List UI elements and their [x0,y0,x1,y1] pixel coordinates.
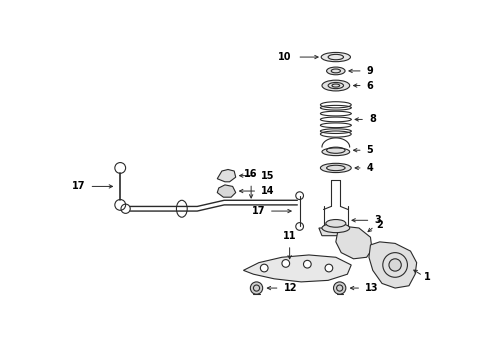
Polygon shape [217,185,236,197]
Polygon shape [217,170,236,182]
Ellipse shape [326,220,346,227]
Text: 1: 1 [424,272,431,282]
Polygon shape [244,255,351,282]
Text: 15: 15 [261,171,274,181]
Circle shape [389,259,401,271]
Ellipse shape [322,223,350,233]
Text: 16: 16 [245,169,258,179]
Ellipse shape [326,67,345,75]
Circle shape [260,264,268,272]
Ellipse shape [320,163,351,172]
Text: 11: 11 [283,231,296,241]
Text: 17: 17 [72,181,86,192]
Text: 4: 4 [367,163,373,173]
Text: 17: 17 [251,206,265,216]
Text: 3: 3 [374,215,381,225]
Ellipse shape [321,53,350,62]
Text: 9: 9 [367,66,373,76]
Circle shape [334,282,346,294]
Polygon shape [336,226,372,259]
Circle shape [282,260,290,267]
Text: 2: 2 [377,220,383,230]
Text: 5: 5 [367,145,373,155]
Text: 8: 8 [369,114,376,125]
Text: 14: 14 [261,186,274,196]
Text: 12: 12 [283,283,297,293]
Circle shape [325,264,333,272]
Polygon shape [369,242,416,288]
Polygon shape [319,228,353,236]
Circle shape [303,260,311,268]
Text: 10: 10 [278,52,291,62]
Text: 13: 13 [365,283,379,293]
Text: 6: 6 [367,81,373,91]
Ellipse shape [322,80,350,91]
Ellipse shape [322,148,350,156]
Circle shape [250,282,263,294]
